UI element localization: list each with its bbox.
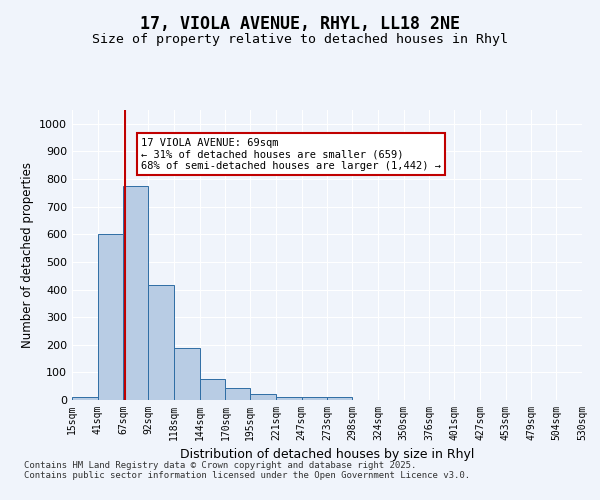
Text: Size of property relative to detached houses in Rhyl: Size of property relative to detached ho…	[92, 32, 508, 46]
Bar	[200, 380, 226, 400]
Bar	[328, 397, 352, 400]
Bar	[302, 397, 328, 400]
Bar	[174, 348, 200, 400]
Text: 17 VIOLA AVENUE: 69sqm
← 31% of detached houses are smaller (659)
68% of semi-de: 17 VIOLA AVENUE: 69sqm ← 31% of detached…	[142, 138, 442, 171]
Bar	[124, 186, 148, 400]
X-axis label: Distribution of detached houses by size in Rhyl: Distribution of detached houses by size …	[180, 448, 474, 462]
Text: Contains HM Land Registry data © Crown copyright and database right 2025.
Contai: Contains HM Land Registry data © Crown c…	[24, 460, 470, 480]
Bar	[98, 234, 124, 400]
Y-axis label: Number of detached properties: Number of detached properties	[20, 162, 34, 348]
Bar	[226, 388, 250, 400]
Bar	[250, 394, 276, 400]
Bar	[276, 397, 302, 400]
Bar	[72, 397, 98, 400]
Bar	[148, 286, 174, 400]
Text: 17, VIOLA AVENUE, RHYL, LL18 2NE: 17, VIOLA AVENUE, RHYL, LL18 2NE	[140, 15, 460, 33]
